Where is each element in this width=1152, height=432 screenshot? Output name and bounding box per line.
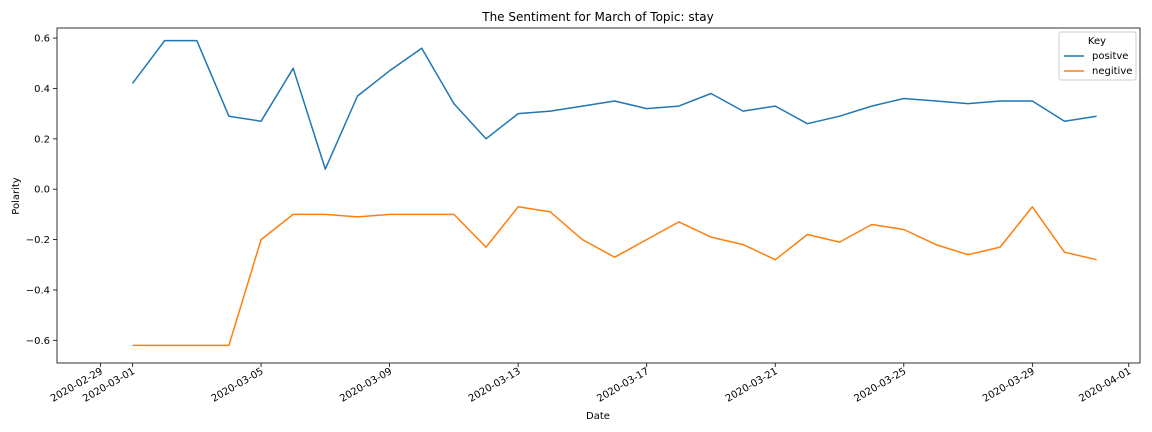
y-tick-label: −0.2: [26, 235, 50, 246]
series-lines: [131, 39, 1097, 347]
y-tick-label: 0.2: [34, 134, 50, 145]
y-tick-label: −0.4: [26, 285, 50, 296]
y-axis-label: Polarity: [11, 177, 22, 215]
x-axis-label: Date: [586, 411, 610, 422]
series-line-positve: [131, 39, 1097, 170]
y-axis: 0.6 0.4 0.2 0.0 −0.2 −0.4 −0.6: [26, 34, 57, 347]
y-tick-label: 0.4: [34, 84, 50, 95]
series-line-negitive: [132, 206, 1097, 347]
legend-title: Key: [1088, 36, 1106, 47]
plot-area: [56, 27, 1141, 364]
legend-label-positve: positve: [1092, 51, 1128, 62]
legend-box: [1058, 31, 1137, 81]
y-tick-label: 0.0: [34, 185, 50, 196]
y-tick-label: 0.6: [34, 34, 50, 45]
legend-label-negitive: negitive: [1092, 66, 1132, 77]
y-tick-label: −0.6: [26, 336, 50, 347]
chart-title: The Sentiment for March of Topic: stay: [481, 10, 714, 24]
legend: Key positve negitive: [1058, 31, 1137, 81]
